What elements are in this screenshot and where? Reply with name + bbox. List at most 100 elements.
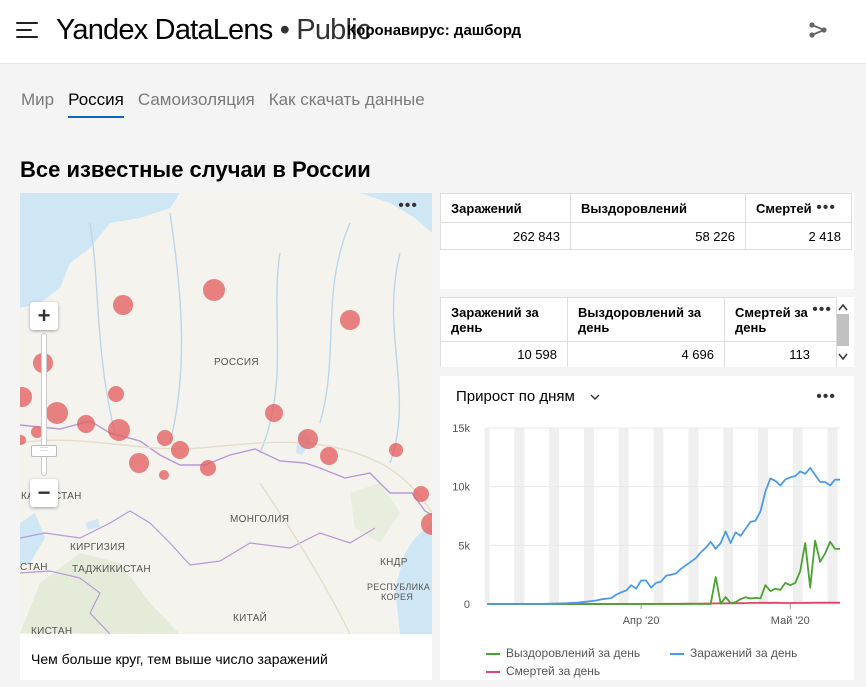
daily-scrollbar[interactable] — [835, 298, 851, 366]
case-circle[interactable] — [20, 387, 32, 407]
map-label-china: КИТАЙ — [233, 613, 268, 624]
scroll-up-icon[interactable] — [838, 303, 848, 311]
legend-deaths[interactable]: Смертей за день — [486, 664, 600, 678]
chart-card: Прирост по дням ••• 0 5k 10k 15k Апр '20 Май … — [440, 376, 854, 680]
case-circle[interactable] — [46, 402, 68, 424]
totals-value-infected: 262 843 — [440, 222, 571, 250]
map-label-russia: РОССИЯ — [214, 357, 259, 368]
chevron-down-icon[interactable] — [590, 392, 600, 402]
chart-title-dropdown[interactable]: Прирост по дням — [456, 388, 575, 405]
menu-icon[interactable] — [16, 22, 38, 40]
case-circle[interactable] — [31, 426, 43, 438]
weekend-stripe — [514, 428, 520, 604]
scroll-thumb[interactable] — [837, 314, 849, 346]
weekend-stripe — [549, 428, 555, 604]
case-circle[interactable] — [157, 430, 173, 446]
weekend-stripe — [583, 428, 589, 604]
y-tick-label: 10k — [452, 482, 470, 494]
daily-header-infected: Заражений за день — [440, 297, 568, 342]
daily-header-deaths: Смертей за день — [724, 297, 837, 342]
share-icon[interactable] — [806, 18, 830, 42]
case-circle[interactable] — [421, 513, 432, 535]
legend-recovered[interactable]: Выздоровлений за день — [486, 646, 640, 660]
daily-value-deaths: 113 — [724, 341, 837, 367]
chart-menu-icon[interactable]: ••• — [816, 388, 836, 405]
case-circle[interactable] — [203, 279, 225, 301]
case-circle[interactable] — [340, 310, 360, 330]
map-label-kyrgyzstan: КИРГИЗИЯ — [70, 542, 126, 553]
sea-caspian — [20, 513, 45, 565]
map-label-korea-1: РЕСПУБЛИКА — [367, 582, 431, 592]
case-circle[interactable] — [108, 386, 124, 402]
zoom-in-button[interactable]: + — [30, 302, 58, 330]
tab-download-data[interactable]: Как скачать данные — [268, 90, 425, 109]
tab-self-isolation[interactable]: Самоизоляция — [137, 90, 255, 109]
map-card: РОССИЯ КАЗАХСТАН МОНГОЛИЯ КИРГИЗИЯ СТАН … — [20, 193, 432, 680]
sea-arctic-east — [360, 193, 432, 233]
legend-infected[interactable]: Заражений за день — [670, 646, 797, 660]
case-circle[interactable] — [389, 443, 403, 457]
x-tick-label: Апр '20 — [623, 615, 660, 627]
header-bar: Yandex DataLens • Public Коронавирус: да… — [0, 0, 866, 64]
dashboard-title: Коронавирус: дашборд — [347, 22, 522, 39]
logo-yandex: Yandex — [56, 14, 148, 46]
case-circle[interactable] — [20, 435, 26, 445]
logo-datalens: DataLens — [154, 14, 274, 46]
daily-table: Заражений за день Выздоровлений за день … — [440, 297, 837, 367]
case-circle[interactable] — [77, 415, 95, 433]
case-circle[interactable] — [159, 470, 169, 480]
case-circle[interactable] — [200, 460, 216, 476]
totals-value-recovered: 58 226 — [570, 222, 746, 250]
case-circle[interactable] — [113, 295, 133, 315]
y-tick-label: 5k — [458, 540, 470, 552]
section-title: Все известные случаи в России — [20, 157, 371, 182]
zoom-out-button[interactable]: − — [30, 479, 58, 507]
daily-menu-icon[interactable]: ••• — [812, 301, 832, 318]
map-caption: Чем больше круг, тем выше число заражени… — [31, 651, 328, 667]
case-circle[interactable] — [171, 441, 189, 459]
case-circle[interactable] — [129, 453, 149, 473]
case-circle[interactable] — [320, 447, 338, 465]
totals-header-deaths: Смертей — [745, 193, 852, 223]
case-circle[interactable] — [413, 486, 429, 502]
map-label-mongolia: МОНГОЛИЯ — [230, 514, 290, 525]
weekend-stripe — [728, 428, 734, 604]
map-label-tajikistan: ТАДЖИКИСТАН — [72, 564, 151, 575]
case-circle[interactable] — [298, 429, 318, 449]
map-menu-icon[interactable]: ••• — [398, 197, 418, 214]
border-central-asia — [20, 570, 111, 634]
weekend-stripe — [792, 428, 798, 604]
totals-value-deaths: 2 418 — [745, 222, 852, 250]
tab-russia[interactable]: Россия — [68, 90, 124, 118]
road — [259, 482, 351, 634]
weekend-stripe — [762, 428, 768, 604]
weekend-stripe — [757, 428, 763, 604]
weekend-stripe — [588, 428, 594, 604]
legend-deaths-label: Смертей за день — [506, 664, 601, 678]
river — [259, 252, 281, 454]
weekend-stripe — [618, 428, 624, 604]
y-tick-label: 0 — [464, 599, 470, 611]
legend-recovered-label: Выздоровлений за день — [506, 646, 641, 660]
daily-value-infected: 10 598 — [440, 341, 568, 367]
scroll-down-icon[interactable] — [838, 353, 848, 361]
weekend-stripe — [827, 428, 833, 604]
tab-world[interactable]: Мир — [21, 90, 55, 109]
logo-public: • Public — [279, 14, 372, 46]
river — [389, 252, 401, 464]
sea-arctic — [20, 193, 180, 308]
case-circle[interactable] — [265, 404, 283, 422]
case-circle[interactable] — [108, 419, 130, 441]
zoom-slider-handle[interactable]: :::: — [31, 445, 57, 457]
totals-menu-icon[interactable]: ••• — [816, 199, 836, 216]
river — [89, 222, 116, 434]
series-line — [487, 467, 841, 605]
weekend-stripe — [484, 428, 490, 604]
weekend-stripe — [693, 428, 699, 604]
legend-infected-label: Заражений за день — [690, 646, 798, 660]
case-circles — [20, 279, 432, 535]
map-label-kndr: КНДР — [380, 557, 408, 568]
zoom-slider-track[interactable] — [41, 333, 47, 476]
map[interactable]: РОССИЯ КАЗАХСТАН МОНГОЛИЯ КИРГИЗИЯ СТАН … — [20, 193, 432, 634]
logo[interactable]: Yandex DataLens • Public — [56, 12, 372, 48]
